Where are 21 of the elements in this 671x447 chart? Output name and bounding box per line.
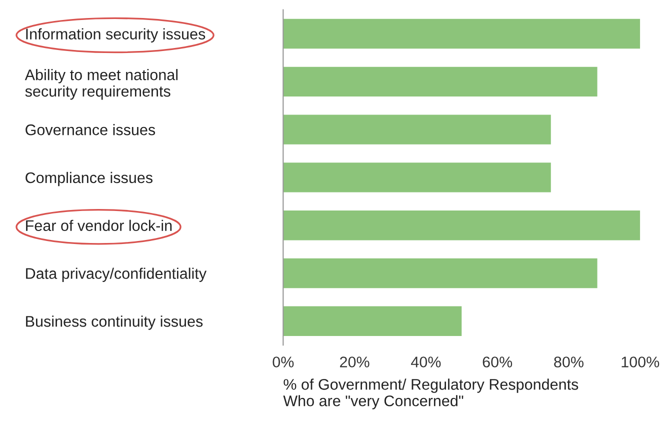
- x-tick-label: 40%: [411, 356, 441, 368]
- x-tick-label: 80%: [554, 356, 584, 368]
- x-tick-label: 60%: [482, 356, 512, 368]
- bar: [283, 306, 462, 336]
- bar: [283, 258, 598, 288]
- y-tick-label: Information security issues: [26, 28, 206, 42]
- bar: [283, 114, 551, 144]
- y-tick-label: Fear of vendor lock-in: [26, 220, 172, 232]
- x-tick-label: 100%: [622, 356, 660, 368]
- x-tick-label: 0%: [272, 356, 294, 368]
- bar: [283, 66, 598, 97]
- y-tick-label: Business continuity issues: [26, 316, 203, 330]
- x-tick-label: 20%: [340, 356, 370, 368]
- bar: [283, 18, 640, 49]
- bar: [283, 210, 640, 240]
- y-tick-label: Data privacy/confidentiality: [26, 268, 207, 282]
- x-axis-title: % of Government/ Regulatory Respondents Who are "very Concerned": [283, 378, 578, 410]
- y-tick-label: Compliance issues: [26, 172, 152, 186]
- bar: [283, 162, 551, 192]
- y-tick-label: Governance issues: [26, 124, 156, 136]
- y-tick-label: Ability to meet national security requirements: [24, 69, 178, 100]
